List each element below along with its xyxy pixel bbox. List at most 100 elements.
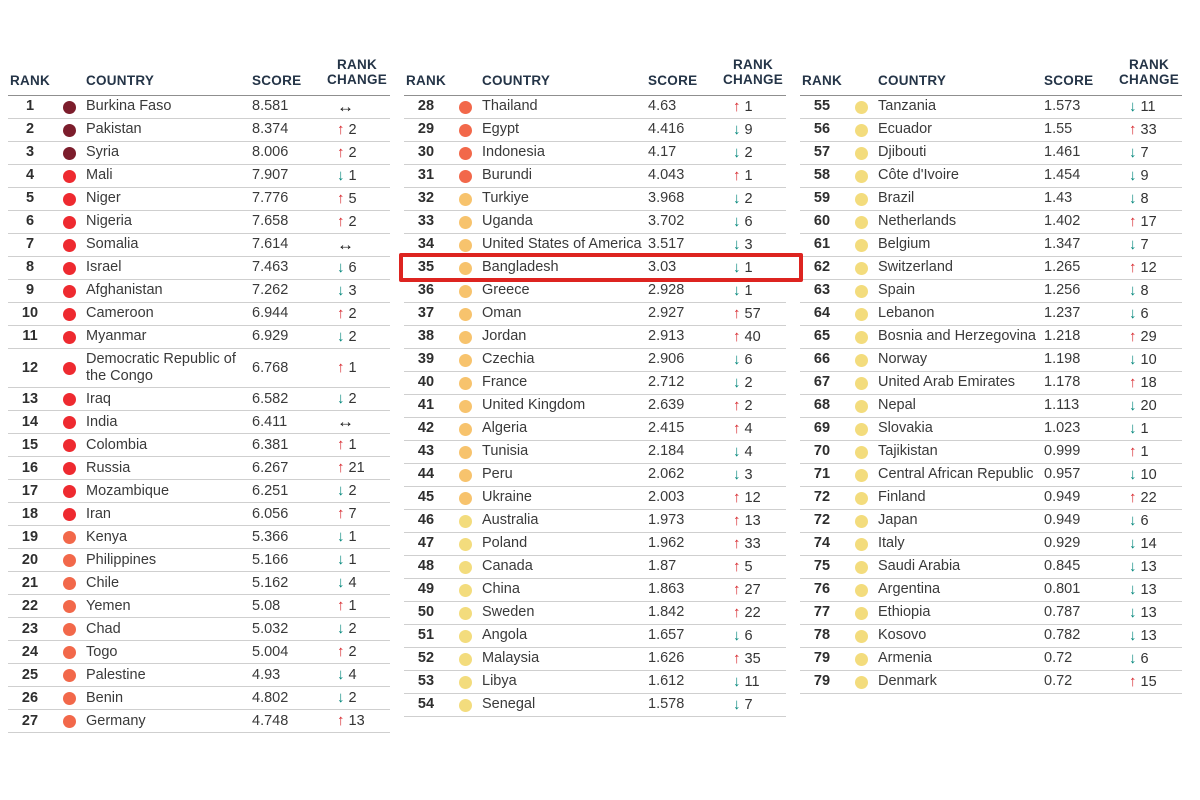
score-value: 1.842 [648,604,685,621]
country-label: Ukraine [482,489,532,506]
dot-cell [844,123,878,137]
dot-cell [52,169,86,183]
rank-change-cell: ↓ 10 [1116,466,1182,484]
rank-change-cell: ↑ 5 [720,558,786,576]
arrow-up-icon: ↑ [733,419,741,437]
dot-cell [844,261,878,275]
dot-cell [52,123,86,137]
rank-change-value: 2 [348,644,357,661]
table-row: 49 China 1.863 ↑ 27 [404,579,786,602]
rank-cell: 62 [813,259,831,276]
country-label: Netherlands [878,213,957,230]
arrow-down-icon: ↓ [733,373,741,391]
dot-cell [448,100,482,114]
risk-level-dot-icon [62,622,76,636]
rank-change-cell: ↑ 1 [1116,443,1182,461]
score-value: 1.461 [1044,144,1081,161]
risk-level-dot-icon [854,238,868,252]
table-row: 48 Canada 1.87 ↑ 5 [404,556,786,579]
risk-level-dot-icon [854,514,868,528]
rank-change-value: 1 [348,167,357,184]
rank-change-value: 8 [1140,190,1149,207]
rank-cell: 17 [21,482,39,499]
rank-change-value: 13 [1140,558,1157,575]
country-label: Colombia [86,436,148,453]
dot-cell [448,238,482,252]
risk-level-dot-icon [854,629,868,643]
rank-cell: 35 [417,259,435,276]
dot-cell [844,514,878,528]
dot-cell [52,576,86,590]
risk-level-dot-icon [854,376,868,390]
table-row: 65 Bosnia and Herzegovina 1.218 ↑ 29 [800,326,1182,349]
dot-cell [844,169,878,183]
risk-level-dot-icon [458,192,472,206]
score-value: 1.454 [1044,167,1081,184]
rank-change-value: 13 [744,512,761,529]
table-row: 50 Sweden 1.842 ↑ 22 [404,602,786,625]
country-label: Russia [86,459,131,476]
score-value: 6.411 [252,413,288,430]
country-label: Niger [86,190,121,207]
arrow-down-icon: ↓ [337,327,345,345]
dot-cell [448,169,482,183]
risk-level-dot-icon [62,553,76,567]
score-value: 5.166 [252,551,289,568]
arrow-down-icon: ↓ [1129,511,1137,529]
dot-cell [844,422,878,436]
rank-change-cell: ↔ [324,412,390,432]
country-label: Peru [482,466,513,483]
dot-cell [448,261,482,275]
table-row: 31 Burundi 4.043 ↑ 1 [404,165,786,188]
rank-cell: 16 [21,459,39,476]
dot-cell [52,361,86,375]
rank-change-value: 1 [744,282,753,299]
rank-change-cell: ↓ 4 [324,574,390,592]
country-label: India [86,413,118,430]
table-row: 13 Iraq 6.582 ↓ 2 [8,388,390,412]
rank-change-cell: ↑ 2 [324,121,390,139]
rank-change-value: 2 [744,397,753,414]
column-header-rank: RANK [9,73,51,88]
risk-level-dot-icon [458,629,472,643]
table-row: 24 Togo 5.004 ↑ 2 [8,641,390,665]
score-value: 1.973 [648,512,685,529]
table-row: 41 United Kingdom 2.639 ↑ 2 [404,395,786,418]
rank-cell: 18 [21,505,39,522]
rank-change-value: 6 [1140,512,1149,529]
dot-cell [448,629,482,643]
arrow-down-icon: ↓ [337,551,345,569]
country-label: Germany [86,712,146,729]
risk-level-dot-icon [62,215,76,229]
arrow-up-icon: ↑ [337,359,345,377]
arrow-down-icon: ↓ [337,281,345,299]
country-label: Tanzania [878,98,937,115]
score-value: 8.581 [252,98,289,115]
rank-cell: 8 [25,259,35,276]
rank-change-value: 15 [1140,673,1157,690]
country-label: Finland [878,489,926,506]
score-value: 0.787 [1044,604,1081,621]
score-value: 2.003 [648,489,685,506]
rank-change-value: 11 [1140,98,1156,115]
rank-cell: 69 [813,420,831,437]
rank-cell: 2 [25,121,35,138]
table-row: 60 Netherlands 1.402 ↑ 17 [800,211,1182,234]
score-value: 2.927 [648,305,685,322]
dot-cell [844,146,878,160]
country-label: United Arab Emirates [878,374,1016,391]
table-row: 38 Jordan 2.913 ↑ 40 [404,326,786,349]
arrow-down-icon: ↓ [1129,465,1137,483]
table-header: RANK COUNTRY SCORE RANK CHANGE [8,52,390,96]
table-row: 77 Ethiopia 0.787 ↓ 13 [800,602,1182,625]
rank-change-value: 3 [348,282,357,299]
table-row: 39 Czechia 2.906 ↓ 6 [404,349,786,372]
table-row: 23 Chad 5.032 ↓ 2 [8,618,390,642]
table-row: 30 Indonesia 4.17 ↓ 2 [404,142,786,165]
rank-change-cell: ↓ 10 [1116,351,1182,369]
dot-cell [52,192,86,206]
table-row: 52 Malaysia 1.626 ↑ 35 [404,648,786,671]
table-row: 27 Germany 4.748 ↑ 13 [8,710,390,734]
rank-cell: 4 [25,167,35,184]
rank-cell: 49 [417,581,435,598]
